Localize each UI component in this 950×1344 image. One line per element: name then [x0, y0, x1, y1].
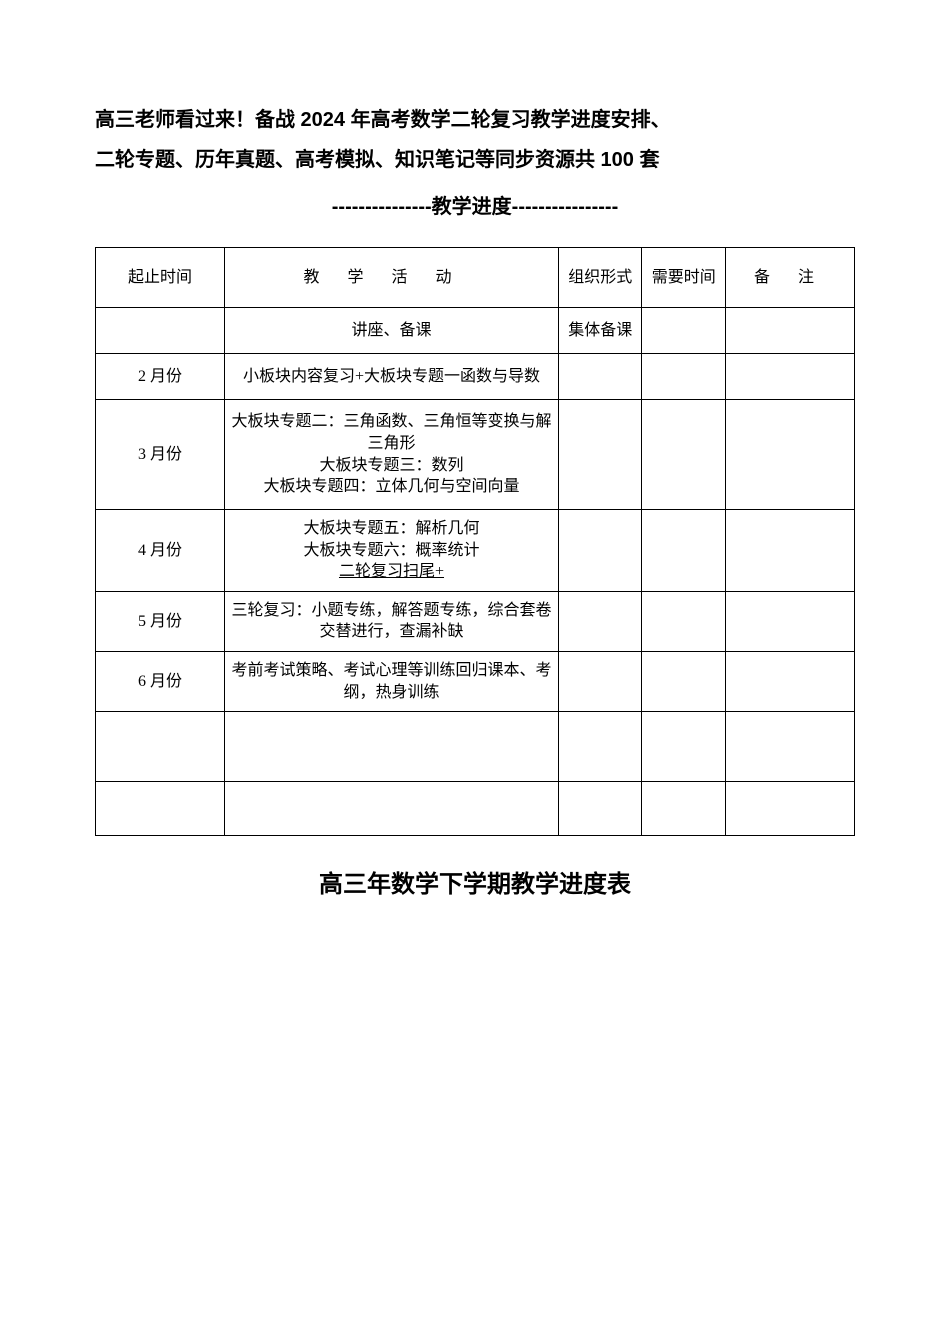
table-row: 2 月份 小板块内容复习+大板块专题一函数与导数 [96, 354, 855, 400]
cell-form [558, 510, 641, 592]
footer-title: 高三年数学下学期教学进度表 [95, 864, 855, 899]
cell-time [96, 712, 225, 782]
cell-form [558, 591, 641, 651]
col-header-form: 组织形式 [558, 248, 641, 308]
cell-note [725, 354, 854, 400]
cell-activity: 讲座、备课 [225, 308, 559, 354]
col-header-note: 备 注 [725, 248, 854, 308]
divider-line: ---------------教学进度---------------- [95, 190, 855, 219]
table-header-row: 起止时间 教学活动 组织形式 需要时间 备 注 [96, 248, 855, 308]
title-line-1: 高三老师看过来！备战 2024 年高考数学二轮复习教学进度安排、 [95, 100, 855, 140]
col-header-time: 起止时间 [96, 248, 225, 308]
cell-time: 3 月份 [96, 400, 225, 510]
cell-activity: 考前考试策略、考试心理等训练回归课本、考纲，热身训练 [225, 651, 559, 711]
table-row: 4 月份 大板块专题五：解析几何 大板块专题六：概率统计 二轮复习扫尾+ [96, 510, 855, 592]
table-row: 5 月份 三轮复习：小题专练，解答题专练，综合套卷交替进行，查漏补缺 [96, 591, 855, 651]
cell-time: 4 月份 [96, 510, 225, 592]
table-row [96, 712, 855, 782]
cell-note [725, 651, 854, 711]
col-header-need: 需要时间 [642, 248, 725, 308]
cell-time [96, 782, 225, 836]
cell-time [96, 308, 225, 354]
cell-form [558, 712, 641, 782]
cell-need [642, 400, 725, 510]
cell-activity [225, 782, 559, 836]
table-row: 6 月份 考前考试策略、考试心理等训练回归课本、考纲，热身训练 [96, 651, 855, 711]
cell-time: 2 月份 [96, 354, 225, 400]
cell-note [725, 782, 854, 836]
cell-activity: 大板块专题五：解析几何 大板块专题六：概率统计 二轮复习扫尾+ [225, 510, 559, 592]
activity-underlined: 二轮复习扫尾+ [339, 563, 444, 580]
col-header-activity: 教学活动 [225, 248, 559, 308]
cell-activity [225, 712, 559, 782]
cell-need [642, 651, 725, 711]
cell-time: 5 月份 [96, 591, 225, 651]
table-row [96, 782, 855, 836]
cell-note [725, 510, 854, 592]
cell-form [558, 782, 641, 836]
cell-need [642, 510, 725, 592]
cell-need [642, 782, 725, 836]
cell-activity: 小板块内容复习+大板块专题一函数与导数 [225, 354, 559, 400]
title-line-2: 二轮专题、历年真题、高考模拟、知识笔记等同步资源共 100 套 [95, 140, 855, 180]
cell-form [558, 400, 641, 510]
cell-note [725, 308, 854, 354]
cell-form [558, 354, 641, 400]
cell-need [642, 354, 725, 400]
cell-need [642, 591, 725, 651]
cell-activity: 三轮复习：小题专练，解答题专练，综合套卷交替进行，查漏补缺 [225, 591, 559, 651]
cell-activity: 大板块专题二：三角函数、三角恒等变换与解三角形 大板块专题三：数列 大板块专题四… [225, 400, 559, 510]
cell-form [558, 651, 641, 711]
activity-plain: 大板块专题五：解析几何 大板块专题六：概率统计 [303, 520, 479, 559]
cell-need [642, 712, 725, 782]
cell-note [725, 400, 854, 510]
cell-need [642, 308, 725, 354]
table-row: 讲座、备课 集体备课 [96, 308, 855, 354]
cell-form: 集体备课 [558, 308, 641, 354]
cell-note [725, 591, 854, 651]
cell-time: 6 月份 [96, 651, 225, 711]
table-row: 3 月份 大板块专题二：三角函数、三角恒等变换与解三角形 大板块专题三：数列 大… [96, 400, 855, 510]
schedule-table: 起止时间 教学活动 组织形式 需要时间 备 注 讲座、备课 集体备课 2 月份 … [95, 247, 855, 836]
cell-note [725, 712, 854, 782]
